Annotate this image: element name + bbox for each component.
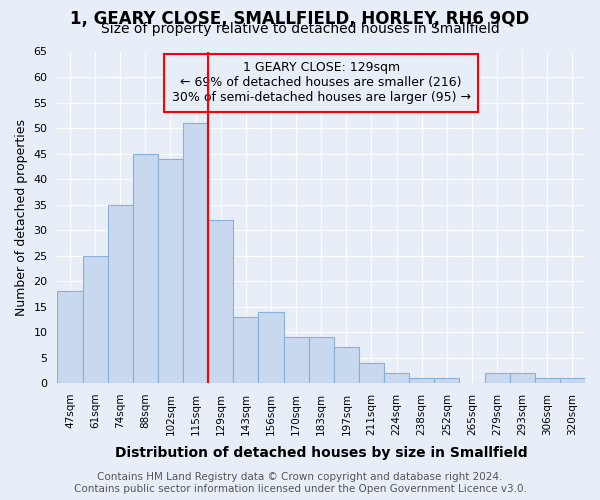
Bar: [535, 378, 560, 383]
Bar: [208, 220, 233, 383]
Bar: [133, 154, 158, 383]
Bar: [359, 362, 384, 383]
Bar: [183, 123, 208, 383]
Bar: [259, 312, 284, 383]
Bar: [83, 256, 107, 383]
Bar: [384, 373, 409, 383]
Bar: [509, 373, 535, 383]
Bar: [158, 158, 183, 383]
Bar: [485, 373, 509, 383]
Y-axis label: Number of detached properties: Number of detached properties: [15, 119, 28, 316]
Text: Size of property relative to detached houses in Smallfield: Size of property relative to detached ho…: [101, 22, 499, 36]
Text: Contains HM Land Registry data © Crown copyright and database right 2024.
Contai: Contains HM Land Registry data © Crown c…: [74, 472, 526, 494]
Text: 1, GEARY CLOSE, SMALLFIELD, HORLEY, RH6 9QD: 1, GEARY CLOSE, SMALLFIELD, HORLEY, RH6 …: [70, 10, 530, 28]
Text: 1 GEARY CLOSE: 129sqm
← 69% of detached houses are smaller (216)
30% of semi-det: 1 GEARY CLOSE: 129sqm ← 69% of detached …: [172, 62, 471, 104]
Bar: [58, 291, 83, 383]
Bar: [107, 204, 133, 383]
Bar: [284, 337, 308, 383]
Bar: [409, 378, 434, 383]
Bar: [434, 378, 460, 383]
Bar: [560, 378, 585, 383]
Bar: [308, 337, 334, 383]
X-axis label: Distribution of detached houses by size in Smallfield: Distribution of detached houses by size …: [115, 446, 527, 460]
Bar: [233, 316, 259, 383]
Bar: [334, 348, 359, 383]
